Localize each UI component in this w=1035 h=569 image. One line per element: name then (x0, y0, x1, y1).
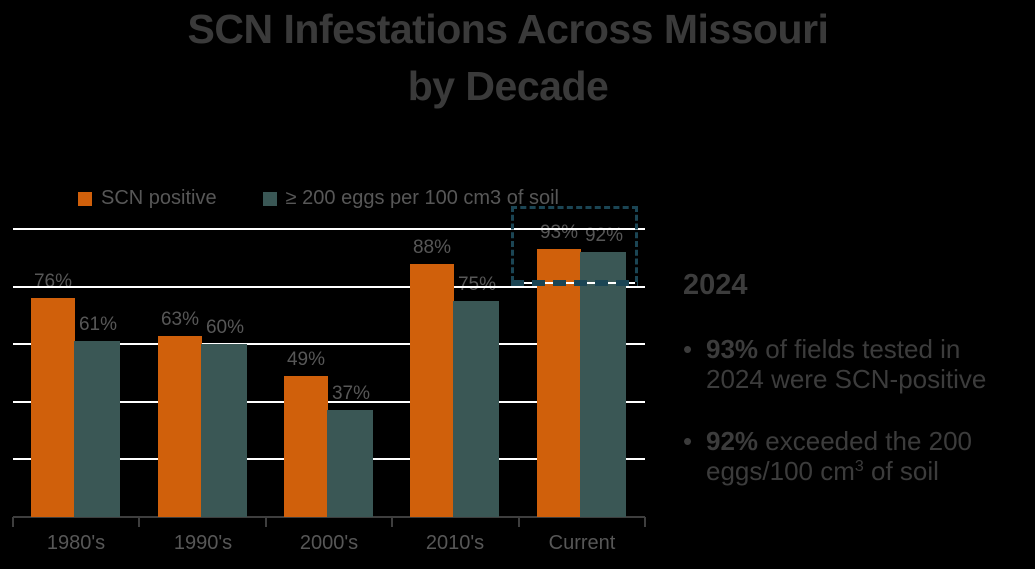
side-panel: 2024 • 93% of fields tested in 2024 were… (683, 268, 1028, 491)
legend: SCN positive ≥ 200 eggs per 100 cm3 of s… (78, 187, 559, 210)
side-panel-heading: 2024 (683, 269, 748, 301)
value-label: 93% (539, 222, 579, 243)
gridline (13, 285, 645, 288)
chart-title: SCN Infestations Across Missouri by Deca… (0, 1, 1016, 115)
x-axis-tick (644, 517, 646, 527)
x-axis-line (13, 516, 645, 518)
legend-label-scn-positive: SCN positive (101, 187, 217, 209)
gridline (13, 343, 645, 346)
bullet-1-text: 93% of fields tested in 2024 were SCN-po… (706, 334, 986, 394)
bullet-2-line2-pre: eggs/100 cm (706, 456, 855, 486)
bullet-1-line-1: 93% of fields tested in (706, 334, 986, 364)
value-label: 75% (457, 274, 497, 295)
gridline (13, 400, 645, 403)
chart-title-line2: by Decade (407, 63, 609, 109)
value-label: 92% (584, 225, 624, 246)
category-label: 2000's (299, 532, 359, 554)
bullet-2-line2-post: of soil (863, 456, 939, 486)
bar-egg-threshold (201, 344, 247, 517)
bar-egg-threshold (580, 252, 626, 517)
value-label: 63% (160, 309, 200, 330)
category-label: Current (548, 532, 616, 554)
category-label: 2010's (425, 532, 485, 554)
bullet-2-line-2: eggs/100 cm3 of soil (706, 456, 972, 491)
category-label: 1980's (46, 532, 106, 554)
bar-egg-threshold (453, 301, 499, 517)
bar-egg-threshold (327, 410, 373, 517)
bullet-dot: • (683, 426, 693, 456)
legend-swatch-orange-icon (78, 191, 92, 206)
value-label: 88% (412, 237, 452, 258)
x-axis-tick (518, 517, 520, 527)
value-label: 61% (78, 314, 118, 335)
superscript-3: 3 (854, 458, 864, 475)
bullet-2-strong: 92% (706, 426, 759, 456)
bar-scn-positive (284, 376, 328, 517)
bullet-2-line-1: 92% exceeded the 200 (706, 426, 972, 456)
gridline (13, 228, 645, 230)
value-label: 37% (331, 383, 371, 404)
chart-title-line1: SCN Infestations Across Missouri (187, 6, 829, 52)
bullet-item-2: • 92% exceeded the 200 eggs/100 cm3 of s… (683, 426, 1028, 491)
bullet-2-rest: exceeded the 200 (758, 426, 973, 456)
bar-scn-positive (158, 336, 202, 517)
bullet-1-strong: 93% (706, 334, 759, 364)
value-label: 60% (205, 317, 245, 338)
highlight-dashed-line (511, 280, 638, 286)
bullet-1-rest: of fields tested in (758, 334, 961, 364)
bullet-1-line-2: 2024 were SCN-positive (706, 364, 987, 394)
category-label: 1990's (173, 532, 233, 554)
highlight-box-current (511, 206, 638, 282)
legend-item-scn-positive: SCN positive (78, 187, 217, 210)
legend-swatch-teal-icon (262, 191, 277, 206)
bar-scn-positive (537, 249, 581, 517)
bullet-dot: • (683, 334, 693, 364)
value-label: 76% (33, 271, 73, 292)
bullet-item-1: • 93% of fields tested in 2024 were SCN-… (683, 334, 1028, 394)
x-axis-tick (12, 517, 14, 527)
value-label: 49% (286, 349, 326, 370)
bar-scn-positive (410, 264, 454, 517)
bar-egg-threshold (74, 341, 120, 517)
x-axis-tick (138, 517, 140, 527)
bullet-2-text: 92% exceeded the 200 eggs/100 cm3 of soi… (706, 426, 972, 491)
x-axis-tick (265, 517, 267, 527)
bar-scn-positive (31, 298, 75, 517)
legend-item-egg-threshold: ≥ 200 eggs per 100 cm3 of soil (262, 187, 559, 210)
legend-label-egg-threshold: ≥ 200 eggs per 100 cm3 of soil (285, 187, 559, 209)
x-axis-tick (391, 517, 393, 527)
